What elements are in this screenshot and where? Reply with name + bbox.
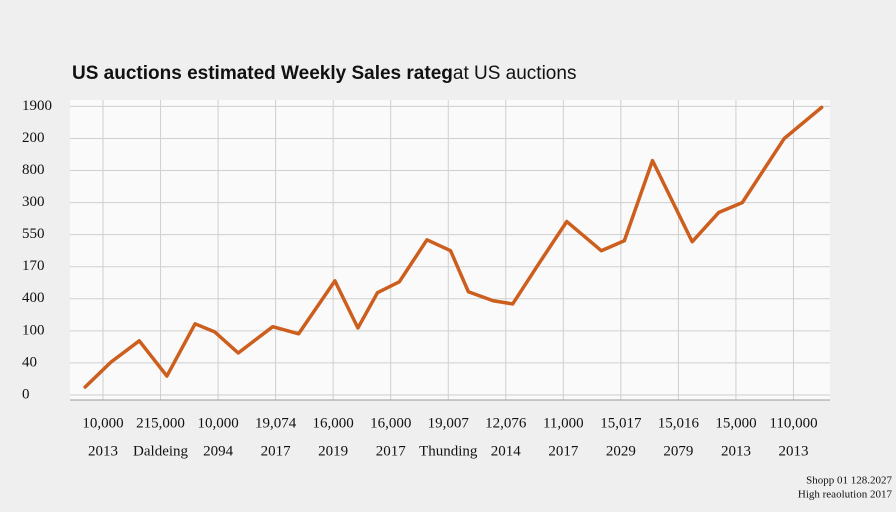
- x-tick-label: 10,000: [197, 415, 238, 431]
- y-tick-label: 800: [22, 162, 45, 178]
- x-tick-label: 110,000: [769, 415, 817, 431]
- title-suffix: at US auctions: [453, 63, 577, 84]
- x-tick-sublabel: 2017: [376, 443, 407, 459]
- x-tick-sublabel: 2017: [261, 443, 292, 459]
- y-tick-label: 400: [22, 290, 45, 306]
- annotation: Shopp 01 128.2027: [806, 475, 892, 487]
- y-tick-label: 300: [22, 194, 45, 210]
- y-tick-label: 170: [22, 258, 45, 274]
- x-tick-label: 12,076: [485, 415, 527, 431]
- y-tick-label: 0: [22, 386, 30, 402]
- x-tick-label: 15,000: [715, 415, 756, 431]
- x-tick-sublabel: 2014: [491, 443, 522, 459]
- x-tick-label: 10,000: [82, 415, 123, 431]
- x-tick-label: 19,007: [428, 415, 470, 431]
- x-tick-label: 19,074: [255, 415, 297, 431]
- x-tick-label: 15,017: [600, 415, 642, 431]
- y-tick-label: 1900: [22, 98, 52, 114]
- x-tick-sublabel: 2019: [318, 443, 348, 459]
- y-tick-label: 40: [22, 354, 37, 370]
- x-tick-sublabel: 2094: [203, 443, 234, 459]
- title-main: US auctions estimated Weekly Sales rateg: [72, 63, 453, 84]
- y-tick-label: 200: [22, 130, 45, 146]
- annotation: High reaolution 2017: [798, 489, 893, 501]
- x-tick-label: 215,000: [136, 415, 185, 431]
- y-tick-label: 100: [22, 322, 45, 338]
- chart-title: US auctions estimated Weekly Sales rateg…: [72, 63, 576, 84]
- x-tick-label: 15,016: [658, 415, 700, 431]
- y-tick-label: 550: [22, 226, 45, 242]
- x-tick-sublabel: Daldeing: [133, 443, 188, 459]
- x-tick-label: 16,000: [370, 415, 411, 431]
- x-tick-sublabel: 2079: [663, 443, 693, 459]
- x-tick-label: 16,000: [313, 415, 354, 431]
- x-tick-sublabel: 2013: [778, 443, 808, 459]
- x-tick-sublabel: 2013: [721, 443, 751, 459]
- x-tick-sublabel: 2029: [606, 443, 636, 459]
- x-tick-label: 11,000: [543, 415, 584, 431]
- x-tick-sublabel: 2013: [88, 443, 118, 459]
- data-line: [83, 105, 824, 389]
- x-tick-sublabel: Thunding: [419, 443, 478, 459]
- x-tick-sublabel: 2017: [548, 443, 579, 459]
